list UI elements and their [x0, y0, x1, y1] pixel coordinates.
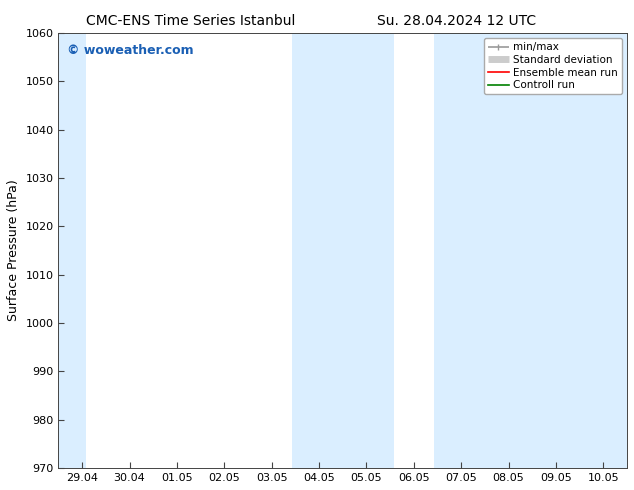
Text: CMC-ENS Time Series Istanbul: CMC-ENS Time Series Istanbul	[86, 14, 295, 28]
Legend: min/max, Standard deviation, Ensemble mean run, Controll run: min/max, Standard deviation, Ensemble me…	[484, 38, 622, 95]
Bar	[292, 33, 394, 468]
Bar	[434, 33, 627, 468]
Text: Su. 28.04.2024 12 UTC: Su. 28.04.2024 12 UTC	[377, 14, 536, 28]
Y-axis label: Surface Pressure (hPa): Surface Pressure (hPa)	[7, 180, 20, 321]
Text: © woweather.com: © woweather.com	[67, 44, 193, 57]
Bar	[58, 33, 86, 468]
